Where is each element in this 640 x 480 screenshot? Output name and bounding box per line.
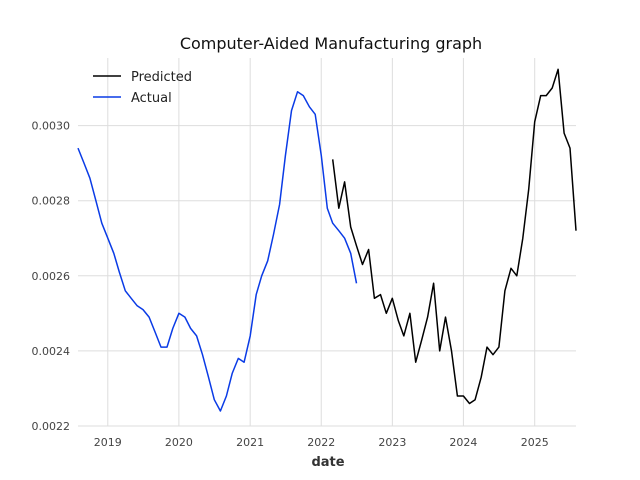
series-lines <box>77 68 577 412</box>
chart-title: Computer-Aided Manufacturing graph <box>180 34 482 53</box>
x-axis-ticks: 2019 2020 2021 2022 2023 2024 2025 <box>94 436 549 449</box>
grid <box>78 58 576 427</box>
legend: Predicted Actual <box>93 70 192 106</box>
x-tick-label: 2023 <box>378 436 406 449</box>
x-tick-label: 2025 <box>521 436 549 449</box>
y-tick-label: 0.0028 <box>32 195 71 208</box>
y-tick-label: 0.0024 <box>32 345 71 358</box>
x-tick-label: 2020 <box>165 436 193 449</box>
y-tick-label: 0.0026 <box>32 270 71 283</box>
x-tick-label: 2021 <box>236 436 264 449</box>
x-axis-title: date <box>311 455 344 470</box>
series-line-predicted <box>331 68 577 405</box>
y-tick-label: 0.0022 <box>32 420 71 433</box>
y-axis-ticks: 0.0022 0.0024 0.0026 0.0028 0.0030 <box>32 120 71 433</box>
x-tick-label: 2019 <box>94 436 122 449</box>
x-tick-label: 2022 <box>307 436 335 449</box>
x-tick-label: 2024 <box>449 436 477 449</box>
y-tick-label: 0.0030 <box>32 120 71 133</box>
series-line-actual <box>77 91 358 412</box>
legend-label-predicted: Predicted <box>131 70 192 85</box>
legend-label-actual: Actual <box>131 91 172 106</box>
